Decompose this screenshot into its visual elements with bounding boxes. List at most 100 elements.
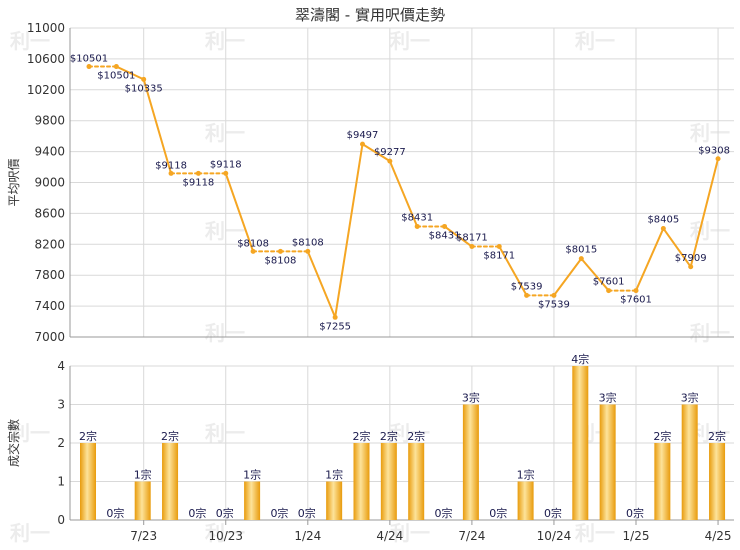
data-point <box>578 256 584 262</box>
bar-value-label: 1宗 <box>325 468 343 482</box>
data-point <box>332 314 338 320</box>
series-line-segment <box>689 157 720 268</box>
bar-value-label: 0宗 <box>626 506 644 520</box>
data-label: $9118 <box>182 177 214 188</box>
line-y-tick-label: 9400 <box>34 145 65 159</box>
bar-value-label: 1宗 <box>243 468 261 482</box>
data-point <box>496 244 502 250</box>
watermark-text: 利一 <box>205 521 245 545</box>
data-point <box>86 64 92 70</box>
bar <box>599 404 616 520</box>
watermark-text: 利一 <box>205 321 245 345</box>
series-line-segment <box>142 78 173 175</box>
data-label: $9497 <box>347 130 379 141</box>
bar-value-label: 2宗 <box>380 429 398 443</box>
data-point <box>305 248 311 254</box>
line-y-tick-label: 7800 <box>34 268 65 282</box>
data-label: $9118 <box>210 159 242 170</box>
line-y-tick-label: 7000 <box>34 330 65 344</box>
data-label: $7601 <box>593 277 625 288</box>
bar-value-label: 0宗 <box>298 506 316 520</box>
bar <box>80 443 96 520</box>
data-label: $7539 <box>538 299 570 310</box>
bar-y-tick-label: 1 <box>57 475 65 489</box>
data-point <box>606 288 612 294</box>
data-label: $9308 <box>698 146 730 157</box>
data-label: $8015 <box>565 245 597 256</box>
bar-value-label: 2宗 <box>353 429 371 443</box>
x-tick-label: 4/24 <box>376 529 403 543</box>
bar <box>709 443 726 520</box>
watermark-text: 利一 <box>575 521 615 545</box>
data-label: $10335 <box>125 83 163 94</box>
bar-value-label: 3宗 <box>462 391 480 405</box>
watermark-text: 利一 <box>390 521 430 545</box>
watermark-text: 利一 <box>205 29 245 53</box>
bar-y-tick-label: 0 <box>57 513 65 527</box>
x-tick-label: 4/25 <box>705 529 732 543</box>
data-point <box>223 170 229 176</box>
bar-value-label: 0宗 <box>435 506 453 520</box>
bar-value-label: 1宗 <box>134 468 152 482</box>
bar-value-label: 0宗 <box>544 506 562 520</box>
data-point <box>414 223 420 229</box>
series-line-segment <box>552 257 583 297</box>
series-line-segment <box>498 245 528 297</box>
bar-value-label: 2宗 <box>407 429 425 443</box>
watermark-text: 利一 <box>10 421 50 445</box>
data-label: $7601 <box>620 295 652 306</box>
x-tick-label: 1/25 <box>623 529 650 543</box>
x-tick-label: 7/24 <box>458 529 485 543</box>
bar <box>462 404 479 520</box>
line-y-tick-label: 9000 <box>34 176 65 190</box>
data-point <box>633 288 639 294</box>
bar-value-label: 2宗 <box>708 429 726 443</box>
data-point <box>442 223 448 229</box>
data-point <box>113 64 119 70</box>
line-y-tick-label: 8200 <box>34 237 65 251</box>
data-label: $9118 <box>155 160 187 171</box>
watermark-text: 利一 <box>690 321 730 345</box>
bar-value-label: 4宗 <box>571 352 589 366</box>
bar-value-label: 3宗 <box>681 391 699 405</box>
series-line-segment <box>635 227 665 292</box>
bar-y-axis-title: 成交宗數 <box>6 419 21 467</box>
watermark-text: 利一 <box>690 121 730 145</box>
watermark-text: 利一 <box>10 29 50 53</box>
bar <box>326 481 343 520</box>
bar-value-label: 2宗 <box>79 429 97 443</box>
series-line-segment <box>115 65 145 81</box>
data-point <box>660 225 666 231</box>
bar <box>380 443 397 520</box>
line-y-tick-label: 9800 <box>34 114 65 128</box>
watermark-text: 利一 <box>10 521 50 545</box>
watermark-text: 利一 <box>205 421 245 445</box>
data-label: $7255 <box>319 321 351 332</box>
data-label: $8171 <box>483 251 515 262</box>
bar-value-label: 0宗 <box>216 506 234 520</box>
series-line-segment <box>388 160 419 228</box>
data-label: $8108 <box>292 237 324 248</box>
data-label: $9277 <box>374 147 406 158</box>
data-label: $7909 <box>675 253 707 264</box>
bar-value-label: 0宗 <box>106 506 124 520</box>
watermark-text: 利一 <box>390 29 430 53</box>
bar <box>162 443 179 520</box>
bar-value-label: 0宗 <box>188 506 206 520</box>
data-point <box>195 170 201 176</box>
data-point <box>168 170 174 176</box>
series-line-segment <box>662 227 692 268</box>
bar <box>517 481 534 520</box>
data-label: $8108 <box>265 255 297 266</box>
bar-value-label: 1宗 <box>517 468 535 482</box>
bar <box>681 404 698 520</box>
x-tick-label: 10/24 <box>537 529 572 543</box>
line-y-tick-label: 11000 <box>27 21 65 35</box>
data-point <box>469 244 475 250</box>
chart-title: 翠濤閣 - 實用呎價走勢 <box>295 6 445 24</box>
bar-value-label: 0宗 <box>270 506 288 520</box>
watermark-text: 利一 <box>205 219 245 243</box>
bar-value-label: 3宗 <box>599 391 617 405</box>
data-point <box>387 158 393 164</box>
